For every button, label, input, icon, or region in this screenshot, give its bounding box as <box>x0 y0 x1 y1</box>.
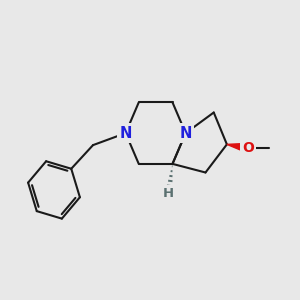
Polygon shape <box>227 143 249 153</box>
Text: N: N <box>179 126 192 141</box>
Text: O: O <box>242 141 254 155</box>
Text: H: H <box>163 187 174 200</box>
Text: N: N <box>119 126 132 141</box>
